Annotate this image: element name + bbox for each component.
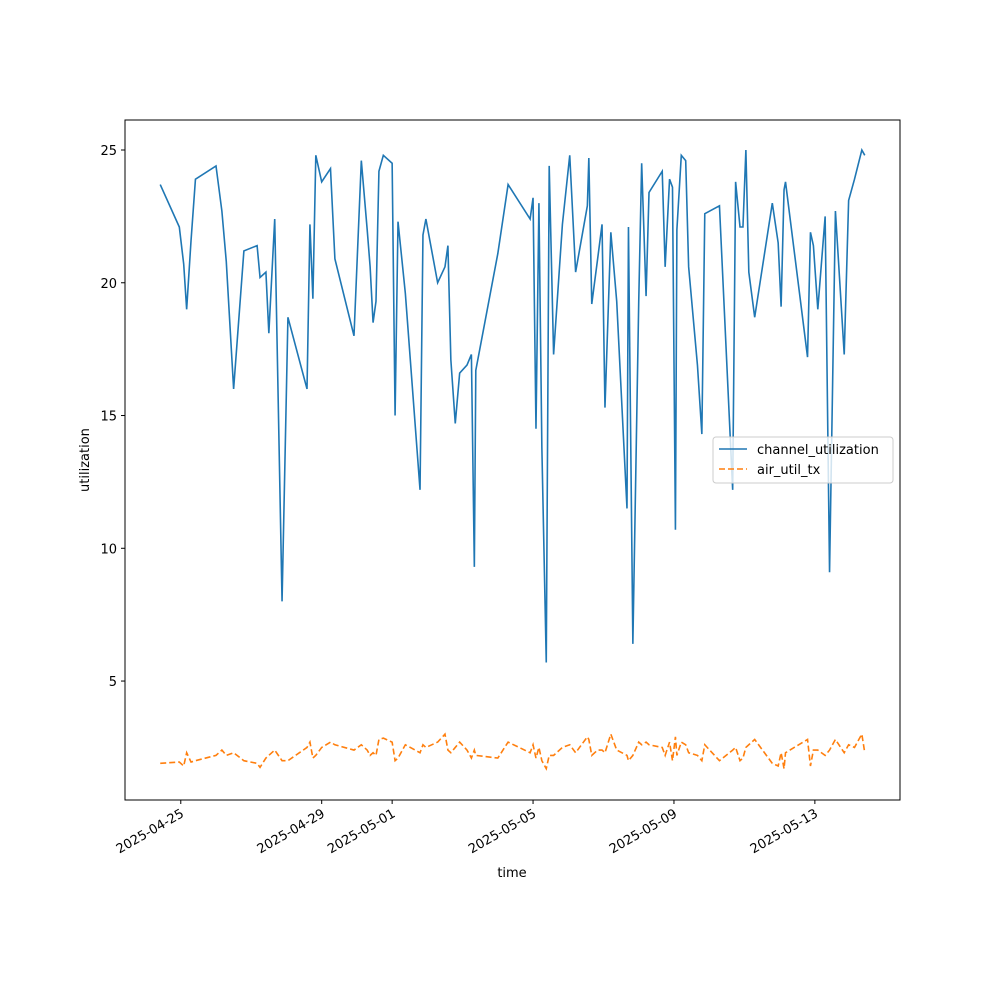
series-line (159, 147, 866, 663)
y-tick-label: 5 (109, 675, 117, 690)
x-axis-label: time (497, 866, 526, 881)
legend: channel_utilization air_util_tx (712, 436, 894, 484)
y-axis-label: utilization (78, 428, 93, 492)
y-tick-label: 10 (100, 542, 117, 557)
y-tick-label: 25 (100, 144, 117, 159)
legend-box (712, 436, 894, 484)
plot-frame (124, 119, 901, 801)
y-tick-label: 15 (100, 410, 117, 425)
legend-label: channel_utilization (757, 443, 879, 458)
legend-label: air_util_tx (757, 463, 821, 478)
series-line (160, 731, 866, 771)
y-tick-label: 20 (100, 277, 117, 292)
